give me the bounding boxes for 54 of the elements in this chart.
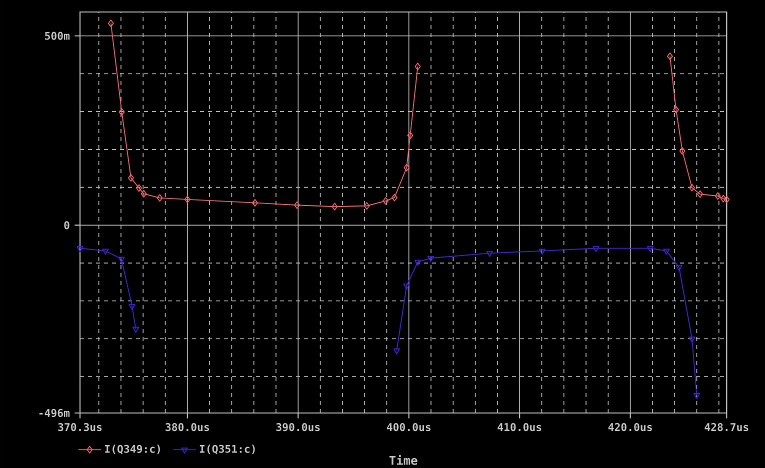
point — [646, 246, 654, 252]
point — [414, 62, 421, 70]
point — [184, 196, 190, 204]
x-tick-label: 390.0us — [276, 423, 320, 432]
x-tick-label: 420.0us — [608, 423, 652, 432]
point — [403, 284, 410, 290]
point — [392, 194, 398, 202]
point — [108, 20, 114, 28]
point — [720, 194, 726, 202]
point — [486, 251, 494, 257]
point — [252, 199, 258, 207]
point — [592, 246, 600, 252]
point — [382, 197, 389, 205]
point — [118, 256, 125, 263]
point — [676, 265, 682, 272]
x-tick-label: 380.0us — [166, 423, 210, 432]
point — [136, 184, 142, 192]
point — [332, 202, 338, 210]
y-tick-label: 500m — [45, 32, 70, 40]
point — [689, 184, 695, 192]
point — [364, 202, 370, 210]
point — [118, 108, 125, 116]
x-tick-label: 410.0us — [498, 423, 542, 432]
point — [693, 393, 700, 399]
legend-label: I(Q349:c) — [105, 444, 160, 454]
point — [76, 246, 84, 252]
point — [688, 336, 696, 343]
x-tick-label: 428.7us — [704, 423, 748, 432]
point — [393, 348, 400, 354]
point — [673, 106, 680, 114]
y-tick-label: 0 — [64, 221, 70, 230]
x-tick-label: 370.3us — [58, 423, 102, 432]
point — [102, 248, 109, 255]
point — [156, 194, 163, 202]
legend-label: I(Q351:c) — [200, 444, 255, 454]
point — [407, 132, 414, 140]
point — [714, 192, 721, 200]
point — [414, 260, 422, 266]
point — [538, 248, 546, 255]
point — [294, 201, 300, 209]
point — [140, 190, 147, 198]
point — [404, 164, 410, 172]
point — [128, 174, 134, 182]
point — [697, 190, 704, 198]
point — [132, 326, 140, 333]
point — [128, 304, 136, 310]
y-tick-label: -496m — [39, 408, 70, 418]
x-tick-label: 400.0us — [386, 423, 430, 432]
point — [724, 196, 730, 204]
point — [427, 256, 434, 262]
point — [679, 147, 686, 155]
point — [663, 248, 670, 255]
point — [666, 52, 673, 60]
x-axis-title: Time — [389, 454, 418, 465]
